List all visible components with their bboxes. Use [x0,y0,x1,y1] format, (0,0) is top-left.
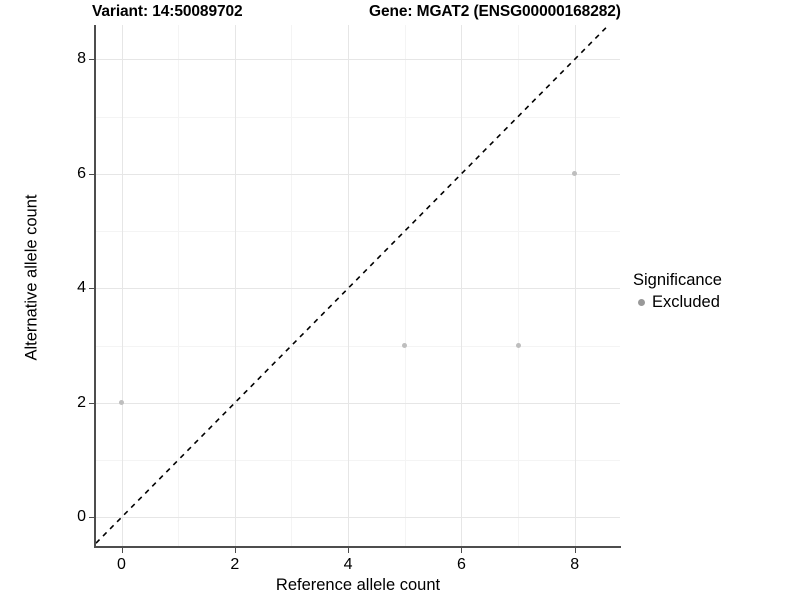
gridline-major-vertical [574,25,576,546]
legend-swatch [638,298,645,306]
plot-title-row: Variant: 14:50089702 Gene: MGAT2 (ENSG00… [0,2,800,24]
x-axis-label: Reference allele count [275,576,441,594]
legend-title: Significance [633,271,722,289]
gridline-minor-horizontal [96,116,620,118]
x-axis-tick [348,548,350,553]
gridline-major-horizontal [96,288,620,290]
x-axis-ticklabel: 2 [230,556,240,573]
y-axis-ticklabel: 4 [77,279,86,297]
plot-panel [96,25,620,546]
y-axis-ticklabel: 6 [77,164,86,182]
gridline-major-horizontal [96,173,620,175]
gridline-minor-vertical [178,25,180,546]
legend-entries: Excluded [633,291,793,313]
legend-entry[interactable]: Excluded [633,291,793,313]
y-axis-tick [89,517,94,519]
gridline-major-vertical [348,25,350,546]
gridline-minor-vertical [518,25,519,546]
legend-marker-circle-icon [633,294,650,311]
y-axis-tick [89,288,94,290]
gridline-major-vertical [234,25,236,546]
data-point [119,400,124,406]
x-axis-ticklabel: 4 [343,556,353,573]
gridline-minor-vertical [404,25,406,546]
gridline-major-horizontal [96,402,620,404]
x-axis-tick [234,548,236,553]
gridline-major-vertical [121,25,123,546]
y-axis-tick [89,402,94,404]
identity-line [96,25,610,544]
gridline-minor-horizontal [96,345,620,347]
y-axis-tick [89,173,94,175]
gridline-major-vertical [461,25,463,546]
y-axis-ticklabel: 8 [77,50,86,68]
gridline-minor-horizontal [96,460,620,462]
x-axis-tick [574,548,576,553]
x-axis-tick [121,548,123,553]
gridline-minor-vertical [291,25,293,546]
x-axis-ticklabel: 8 [570,556,580,573]
x-axis-line [94,546,621,548]
identity-reference-line [96,25,610,544]
legend: Significance Excluded [633,270,793,313]
gridline-minor-horizontal [96,231,620,233]
data-point [572,171,578,177]
gridline-major-horizontal [96,59,620,61]
y-axis-tick [89,59,94,61]
y-axis-ticklabel: 2 [77,393,86,411]
y-axis-line [94,25,96,547]
data-point [402,343,408,349]
variant-title: Variant: 14:50089702 [92,3,243,20]
x-axis-ticklabel: 0 [117,556,126,573]
x-axis-ticklabel: 6 [456,556,466,573]
gene-title: Gene: MGAT2 (ENSG00000168282) [369,3,621,20]
gridline-major-horizontal [96,517,620,519]
x-axis-tick [461,548,463,553]
y-axis-ticklabel: 0 [77,508,86,526]
legend-entry-label: Excluded [652,293,720,311]
y-axis-label: Alternative allele count [22,194,41,361]
data-point [515,343,521,349]
